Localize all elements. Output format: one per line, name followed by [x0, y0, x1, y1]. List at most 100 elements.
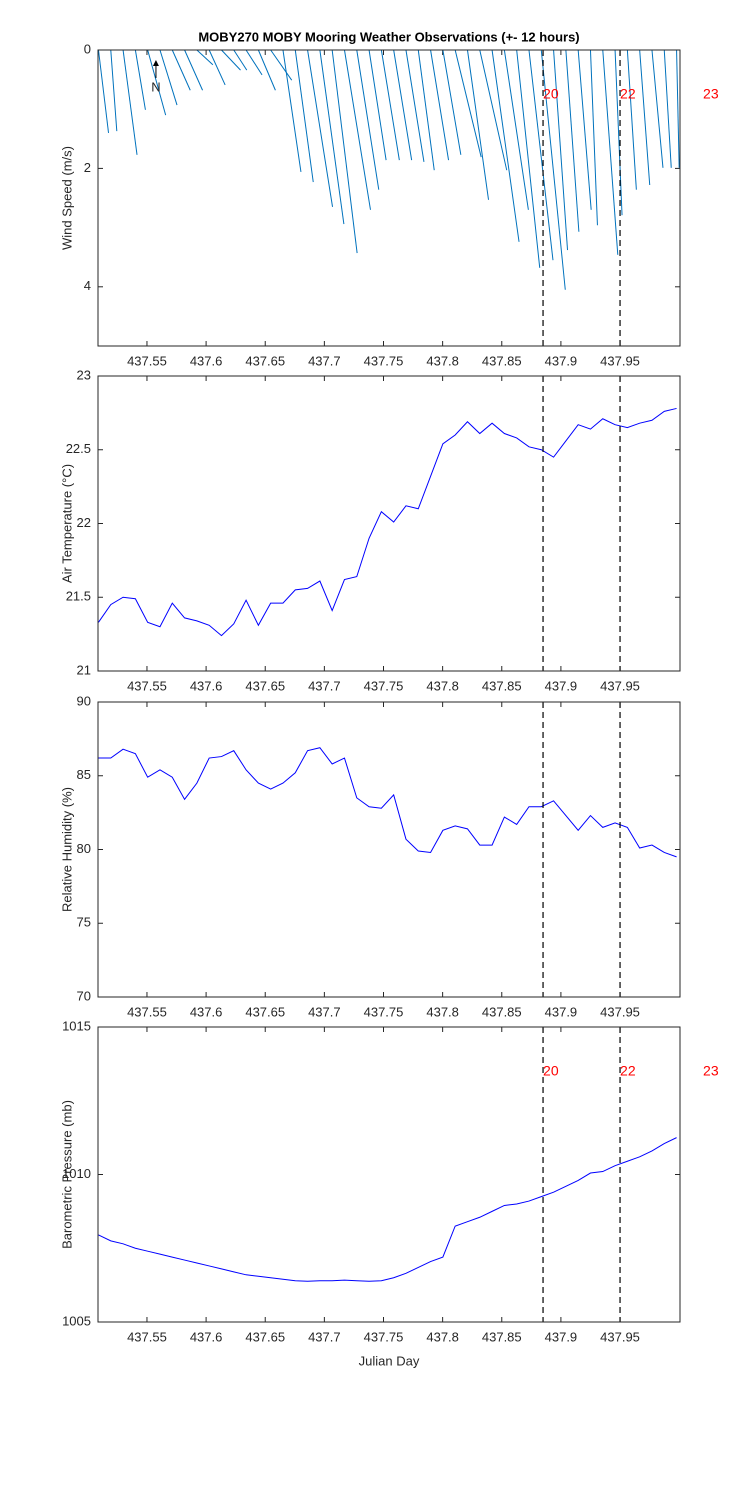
wind-stick: [331, 49, 358, 254]
annotation: 22: [620, 86, 636, 102]
x-tick-label: 437.75: [364, 1329, 404, 1344]
y-axis-label: Wind Speed (m/s): [59, 146, 74, 250]
x-tick-label: 437.8: [426, 353, 459, 368]
x-tick-label: 437.8: [426, 678, 459, 693]
wind-stick: [294, 49, 314, 183]
annotation: 20: [543, 1063, 559, 1079]
x-tick-label: 437.55: [127, 1329, 167, 1344]
chart-title: MOBY270 MOBY Mooring Weather Observation…: [198, 29, 579, 44]
x-tick-label: 437.75: [364, 678, 404, 693]
x-tick-label: 437.8: [426, 1004, 459, 1019]
axes-box: [97, 1026, 681, 1323]
wind-stick: [676, 49, 680, 168]
plot-area: [98, 376, 680, 671]
annotation: N: [151, 79, 160, 94]
wind-stick: [528, 49, 554, 261]
wind-stick: [122, 49, 138, 155]
x-tick-label: 437.55: [127, 678, 167, 693]
axes-box: [97, 701, 681, 998]
wind-stick: [626, 49, 637, 190]
x-tick-label: 437.7: [308, 678, 341, 693]
x-tick-label: 437.55: [127, 353, 167, 368]
y-tick-label: 90: [77, 693, 91, 708]
x-tick-label: 437.85: [482, 678, 522, 693]
wind-stick: [257, 49, 276, 91]
wind-stick: [491, 49, 520, 242]
x-tick-label: 437.65: [245, 353, 285, 368]
wind-stick: [602, 49, 619, 255]
wind-stick: [405, 49, 425, 162]
wind-stick: [466, 49, 490, 200]
x-tick-label: 437.6: [190, 1329, 223, 1344]
x-tick-label: 437.6: [190, 353, 223, 368]
wind-stick: [454, 49, 482, 158]
y-tick-label: 80: [77, 841, 91, 856]
x-tick-label: 437.7: [308, 1329, 341, 1344]
x-tick-label: 437.9: [545, 1004, 578, 1019]
x-tick-label: 437.95: [600, 1004, 640, 1019]
y-axis-label: Air Temperature (°C): [59, 464, 74, 583]
y-tick-label: 85: [77, 767, 91, 782]
wind-stick: [97, 49, 110, 133]
wind-stick: [233, 49, 248, 71]
wind-stick: [442, 49, 462, 155]
wind-stick: [614, 49, 623, 216]
y-tick-label: 0: [84, 41, 91, 56]
y-tick-label: 21: [77, 662, 91, 677]
wind-stick: [184, 49, 204, 91]
wind-stick: [651, 49, 664, 168]
axes-box: [97, 375, 681, 672]
north-arrow-head: [152, 60, 159, 66]
x-tick-label: 437.6: [190, 678, 223, 693]
x-tick-label: 437.55: [127, 1004, 167, 1019]
y-axis-label: Barometric Pressure (mb): [59, 1100, 74, 1249]
wind-stick: [589, 49, 598, 226]
y-tick-label: 21.5: [66, 589, 91, 604]
x-tick-label: 437.6: [190, 1004, 223, 1019]
axes-box: [97, 49, 681, 347]
x-tick-label: 437.7: [308, 1004, 341, 1019]
wind-stick: [577, 49, 592, 210]
wind-stick: [516, 49, 541, 268]
wind-stick: [417, 49, 435, 171]
x-axis-label: Julian Day: [359, 1353, 420, 1368]
y-tick-label: 1010: [62, 1166, 91, 1181]
x-tick-label: 437.85: [482, 1329, 522, 1344]
wind-stick: [319, 49, 345, 225]
annotation: 23: [703, 86, 719, 102]
wind-stick: [393, 49, 413, 161]
y-tick-label: 23: [77, 367, 91, 382]
wind-stick: [208, 49, 226, 86]
wind-stick: [553, 49, 569, 251]
data-line: [98, 407, 677, 637]
wind-stick: [147, 49, 167, 116]
wind-stick: [380, 49, 400, 161]
x-tick-label: 437.9: [545, 1329, 578, 1344]
wind-stick: [134, 49, 146, 110]
y-tick-label: 1015: [62, 1018, 91, 1033]
y-tick-label: 22: [77, 515, 91, 530]
x-tick-label: 437.7: [308, 353, 341, 368]
plot-area: [98, 1027, 680, 1322]
y-tick-label: 4: [84, 278, 91, 293]
wind-stick: [196, 49, 214, 66]
x-tick-label: 437.65: [245, 1329, 285, 1344]
annotation: 22: [620, 1063, 636, 1079]
x-tick-label: 437.85: [482, 1004, 522, 1019]
wind-stick: [430, 49, 450, 161]
plot-area: [98, 702, 680, 997]
wind-stick: [307, 49, 334, 207]
wind-stick: [663, 49, 672, 168]
wind-stick: [282, 49, 302, 173]
data-line: [98, 747, 677, 858]
wind-stick: [221, 49, 241, 71]
data-line: [98, 1137, 677, 1282]
wind-stick: [540, 49, 566, 290]
wind-stick: [159, 49, 178, 106]
x-tick-label: 437.75: [364, 1004, 404, 1019]
wind-stick: [343, 49, 371, 210]
y-axis-label: Relative Humidity (%): [59, 787, 74, 912]
y-tick-label: 75: [77, 915, 91, 930]
x-tick-label: 437.95: [600, 353, 640, 368]
y-tick-label: 70: [77, 988, 91, 1003]
